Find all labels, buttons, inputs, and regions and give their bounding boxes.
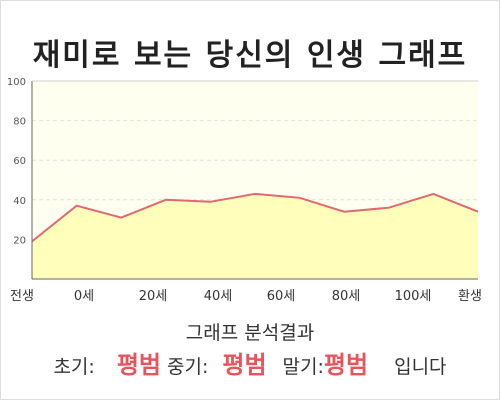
- x-tick-label: 0세: [74, 289, 94, 304]
- result-summary: 초기: 평범 중기: 평범 말기:평범 입니다: [0, 345, 500, 380]
- x-tick-label: 80세: [332, 289, 361, 304]
- early-value: 평범: [116, 351, 161, 379]
- result-heading: 그래프 분석결과: [185, 322, 315, 344]
- x-tick-label: 40세: [204, 289, 233, 304]
- y-tick-label: 80: [13, 117, 26, 128]
- x-tick-labels: 전생 0세 20세 40세 60세 80세 100세 환생: [10, 289, 482, 304]
- x-tick-label: 60세: [267, 289, 296, 304]
- x-tick-label: 20세: [139, 289, 168, 304]
- early-label: 초기:: [53, 356, 95, 378]
- x-tick-label: 전생: [10, 289, 34, 304]
- middle-label: 중기:: [167, 356, 209, 378]
- x-tick-label: 100세: [395, 289, 432, 304]
- life-area-fill: [32, 193, 478, 279]
- y-tick-label: 20: [13, 235, 26, 246]
- y-tick-label: 100: [7, 77, 26, 88]
- late-label: 말기:: [282, 356, 324, 378]
- result-suffix: 입니다: [394, 356, 447, 378]
- page-title: 재미로 보는 당신의 인생 그래프: [32, 38, 468, 73]
- y-tick-labels: 20 40 60 80 100: [7, 77, 26, 246]
- y-tick-label: 60: [13, 156, 26, 167]
- life-line: [31, 192, 479, 243]
- middle-value: 평범: [222, 351, 267, 379]
- x-tick-label: 환생: [458, 289, 482, 304]
- late-value: 평범: [323, 351, 369, 379]
- y-tick-label: 40: [13, 196, 26, 207]
